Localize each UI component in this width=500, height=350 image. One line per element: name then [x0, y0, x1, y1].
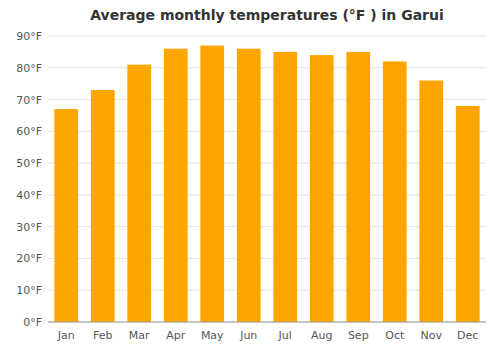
y-tick-label: 90°F	[16, 30, 42, 43]
y-tick-label: 0°F	[23, 316, 42, 329]
bar	[237, 49, 261, 322]
x-tick-label: May	[201, 329, 224, 342]
bar	[54, 109, 78, 322]
bar	[310, 55, 334, 322]
bar	[383, 61, 407, 322]
chart-svg: Average monthly temperatures (°F ) in Ga…	[0, 0, 500, 350]
chart-title: Average monthly temperatures (°F ) in Ga…	[90, 7, 444, 23]
bar	[91, 90, 115, 322]
x-tick-label: Jun	[239, 329, 257, 342]
bars	[54, 46, 479, 322]
bar	[273, 52, 297, 322]
bar	[200, 46, 224, 322]
y-tick-label: 30°F	[16, 221, 42, 234]
grid-line	[48, 67, 486, 68]
y-tick-label: 20°F	[16, 252, 42, 265]
bar	[164, 49, 188, 322]
x-tick-label: Feb	[93, 329, 112, 342]
x-axis-line	[48, 322, 486, 323]
chart-container: Average monthly temperatures (°F ) in Ga…	[0, 0, 500, 350]
x-tick-label: Aug	[311, 329, 332, 342]
x-tick-label: Mar	[129, 329, 150, 342]
bar	[456, 106, 480, 322]
y-tick-label: 40°F	[16, 189, 42, 202]
y-tick-label: 70°F	[16, 94, 42, 107]
x-tick-label: Oct	[385, 329, 405, 342]
y-tick-label: 60°F	[16, 125, 42, 138]
y-tick-label: 50°F	[16, 157, 42, 170]
y-tick-label: 80°F	[16, 62, 42, 75]
x-tick-label: Apr	[166, 329, 186, 342]
x-tick-label: Jul	[278, 329, 292, 342]
grid-line	[48, 322, 486, 323]
grid-line	[48, 36, 486, 37]
y-tick-label: 10°F	[16, 284, 42, 297]
x-tick-label: Jan	[57, 329, 75, 342]
bar	[419, 80, 443, 322]
x-axis: Jan Feb Mar Apr May Jun Jul Aug Sep Oct Nov Dec	[57, 329, 479, 342]
x-tick-label: Dec	[457, 329, 478, 342]
grid	[48, 36, 486, 322]
x-tick-label: Sep	[348, 329, 369, 342]
bar	[127, 65, 151, 322]
y-axis: 0°F 10°F 20°F 30°F 40°F 50°F 60°F 70°F 80°F 90°F	[16, 30, 42, 329]
bar	[346, 52, 370, 322]
x-tick-label: Nov	[421, 329, 443, 342]
